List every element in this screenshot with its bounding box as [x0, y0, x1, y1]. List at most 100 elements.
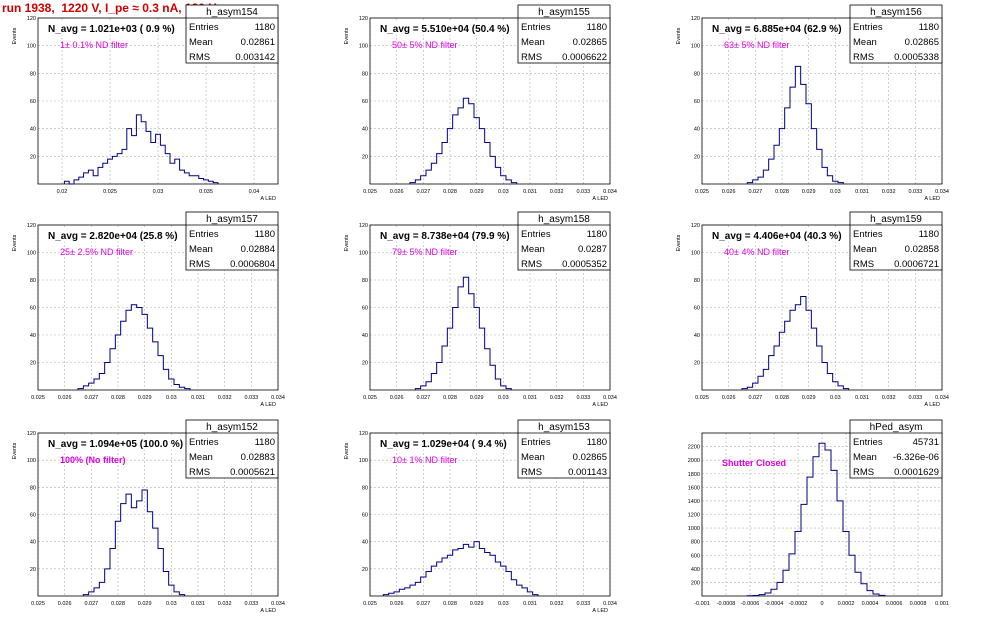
- x-tick-label: -0.0008: [717, 601, 736, 607]
- x-tick-label: 0.0002: [838, 601, 855, 607]
- y-tick-label: 20: [30, 154, 36, 160]
- x-tick-label: 0.027: [416, 189, 430, 195]
- n-avg-box: [41, 228, 221, 242]
- stats-key: Entries: [853, 437, 883, 448]
- histogram-panel-hPed_asym: -0.001 -0.0008 -0.0006 -0.0004 -0.0002 0 0.000…: [688, 419, 949, 607]
- x-tick-label: 0.033: [576, 395, 590, 401]
- x-tick-label: 0.001: [935, 601, 949, 607]
- stats-key: Mean: [853, 37, 877, 48]
- stats-key: RMS: [853, 259, 874, 270]
- x-tick-label: 0.028: [443, 601, 457, 607]
- stats-value: 0.02858: [905, 244, 939, 255]
- y-tick-label: 120: [359, 223, 368, 229]
- x-tick-label: 0.028: [111, 601, 125, 607]
- x-tick-label: 0.029: [470, 601, 484, 607]
- n-avg-label: N_avg = 1.021e+03 ( 0.9 %): [48, 24, 175, 35]
- x-tick-label: 0.03: [830, 189, 841, 195]
- x-tick-label: 0.03: [498, 189, 509, 195]
- histogram-line: [77, 304, 191, 390]
- stats-key: Entries: [521, 229, 551, 240]
- stats-value: 0.02865: [573, 452, 607, 463]
- stats-box: [517, 4, 611, 64]
- y-tick-label: 40: [30, 333, 36, 339]
- x-tick-label: 0.033: [244, 395, 258, 401]
- x-tick-label: 0.035: [199, 189, 213, 195]
- y-tick-label: 100: [359, 458, 368, 464]
- x-tick-label: 0.025: [103, 189, 117, 195]
- y-tick-label: 20: [30, 361, 36, 367]
- plot-frame: [369, 224, 611, 391]
- x-tick-label: -0.0004: [765, 601, 784, 607]
- x-axis-title: A LED: [260, 402, 276, 408]
- filter-annotation: 1± 0.1% ND filter: [60, 40, 128, 50]
- stats-value: 0.02884: [241, 244, 275, 255]
- stats-value: 1180: [919, 22, 939, 33]
- y-tick-label: 100: [359, 251, 368, 257]
- x-tick-label: 0.032: [550, 395, 564, 401]
- y-tick-label: 80: [362, 71, 368, 77]
- stats-value: 0.0006804: [230, 259, 275, 270]
- x-tick-label: 0.027: [748, 189, 762, 195]
- x-tick-label: 0.034: [271, 601, 285, 607]
- x-tick-label: 0.034: [603, 601, 617, 607]
- x-tick-label: 0.034: [603, 395, 617, 401]
- x-tick-label: 0.034: [603, 189, 617, 195]
- x-axis-title: A LED: [592, 402, 608, 408]
- y-tick-label: 60: [362, 99, 368, 105]
- histogram-panel-h_asym153: 0.025 0.026 0.027 0.028 0.029 0.03 0.031 0.032 0…: [344, 419, 617, 614]
- y-axis-title: Events: [344, 442, 350, 459]
- n-avg-box: [41, 21, 221, 35]
- stats-value: 45731: [913, 437, 939, 448]
- x-axis-title: A LED: [592, 196, 608, 202]
- stats-box: [185, 4, 279, 64]
- x-tick-label: 0.03: [498, 395, 509, 401]
- stats-key: RMS: [189, 52, 210, 63]
- plot-frame: [701, 17, 943, 185]
- x-tick-label: 0.026: [722, 395, 736, 401]
- x-tick-label: 0.0004: [862, 601, 879, 607]
- y-tick-label: 1600: [688, 485, 700, 491]
- stats-value: 1180: [255, 229, 275, 240]
- y-tick-label: 200: [691, 580, 700, 586]
- x-tick-label: 0.025: [363, 395, 377, 401]
- y-tick-label: 40: [362, 127, 368, 133]
- histogram-line: [382, 541, 539, 596]
- stats-title: h_asym159: [870, 214, 922, 225]
- stats-key: Mean: [521, 37, 545, 48]
- y-tick-label: 100: [691, 251, 700, 257]
- plot-frame: [369, 432, 611, 597]
- x-tick-label: 0: [820, 601, 823, 607]
- stats-title: h_asym158: [538, 214, 590, 225]
- histogram-panel-h_asym159: 0.025 0.026 0.027 0.028 0.029 0.03 0.031 0.032 0…: [676, 211, 949, 408]
- stats-key: Mean: [189, 37, 213, 48]
- filter-annotation: 100% (No filter): [60, 455, 126, 465]
- stats-title: hPed_asym: [870, 422, 923, 433]
- n-avg-label: N_avg = 1.029e+04 ( 9.4 %): [380, 439, 507, 450]
- plot-frame: [37, 432, 279, 597]
- y-tick-label: 40: [362, 333, 368, 339]
- x-tick-label: 0.027: [748, 395, 762, 401]
- stats-box: [185, 419, 279, 479]
- x-axis-title: A LED: [260, 196, 276, 202]
- filter-annotation: 50± 5% ND filter: [392, 40, 457, 50]
- filter-annotation: 25± 2.5% ND filter: [60, 247, 133, 257]
- stats-value: 0.02861: [241, 37, 275, 48]
- y-tick-label: 60: [30, 99, 36, 105]
- histogram-line: [409, 97, 518, 184]
- stats-key: RMS: [189, 467, 210, 478]
- y-tick-label: 800: [691, 540, 700, 546]
- y-tick-label: 1400: [688, 499, 700, 505]
- x-tick-label: -0.0006: [741, 601, 760, 607]
- x-tick-label: 0.029: [470, 395, 484, 401]
- x-tick-label: 0.03: [830, 395, 841, 401]
- y-tick-label: 120: [27, 431, 36, 437]
- x-tick-label: 0.034: [935, 189, 949, 195]
- y-tick-label: 600: [691, 553, 700, 559]
- y-tick-label: 2000: [688, 458, 700, 464]
- stats-value: 0.0005621: [230, 467, 275, 478]
- stats-key: Mean: [521, 452, 545, 463]
- y-tick-label: 400: [691, 567, 700, 573]
- x-tick-label: 0.025: [363, 601, 377, 607]
- n-avg-box: [373, 436, 553, 450]
